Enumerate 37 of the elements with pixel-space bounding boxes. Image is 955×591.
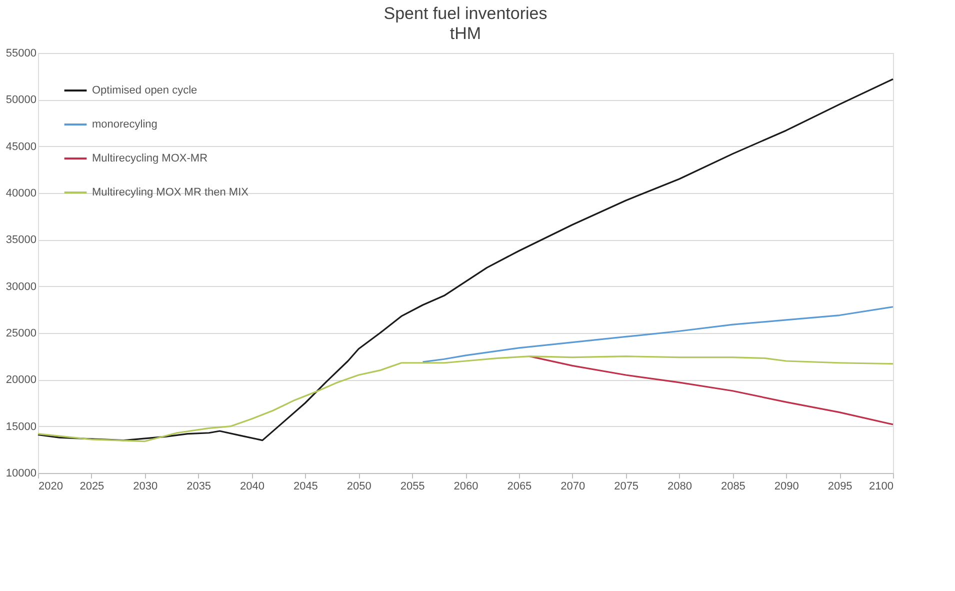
y-tick-label: 30000 xyxy=(6,280,36,293)
x-tick-label: 2060 xyxy=(454,480,478,492)
x-tick-label: 2075 xyxy=(614,480,639,492)
y-tick-label: 55000 xyxy=(6,48,36,60)
y-tick-label: 25000 xyxy=(6,328,36,340)
x-tick-label: 2025 xyxy=(80,480,104,492)
line-series xyxy=(528,356,894,426)
x-tick-label: 2090 xyxy=(774,480,799,492)
y-tick-label: 50000 xyxy=(6,94,36,106)
legend-label: Multirecyling MOX MR then MIX xyxy=(92,186,250,198)
legend-label: Multirecycling MOX-MR xyxy=(92,152,208,164)
chart-title: Spent fuel inventories xyxy=(384,4,548,23)
x-tick-label: 2080 xyxy=(668,480,692,492)
y-tick-label: 45000 xyxy=(6,140,36,153)
x-tick-label: 2020 xyxy=(38,480,63,492)
x-tick-label: 2040 xyxy=(240,480,264,492)
x-tick-label: 2030 xyxy=(133,480,158,492)
x-tick-label: 2070 xyxy=(560,480,586,492)
x-tick-label: 2050 xyxy=(346,480,372,492)
y-tick-label: 15000 xyxy=(6,420,36,433)
x-tick-label: 2045 xyxy=(293,480,318,492)
x-tick-label: 2065 xyxy=(507,480,532,492)
chart-subtitle: tHM xyxy=(450,24,482,43)
y-tick-label: 35000 xyxy=(6,234,36,246)
x-tick-label: 2085 xyxy=(720,480,746,492)
y-tick-label: 40000 xyxy=(6,188,36,200)
y-tick-label: 20000 xyxy=(6,374,36,386)
x-tick-label: 2035 xyxy=(186,480,212,492)
x-tick-label: 2100 xyxy=(869,480,894,492)
line-series xyxy=(37,78,894,442)
legend-label: monorecyling xyxy=(92,118,158,130)
line-series xyxy=(422,306,894,363)
line-series xyxy=(37,356,894,442)
y-tick-label: 10000 xyxy=(6,468,36,480)
x-tick-label: 2055 xyxy=(400,480,425,492)
x-tick-label: 2095 xyxy=(828,480,852,492)
legend-label: Optimised open cycle xyxy=(92,84,198,96)
